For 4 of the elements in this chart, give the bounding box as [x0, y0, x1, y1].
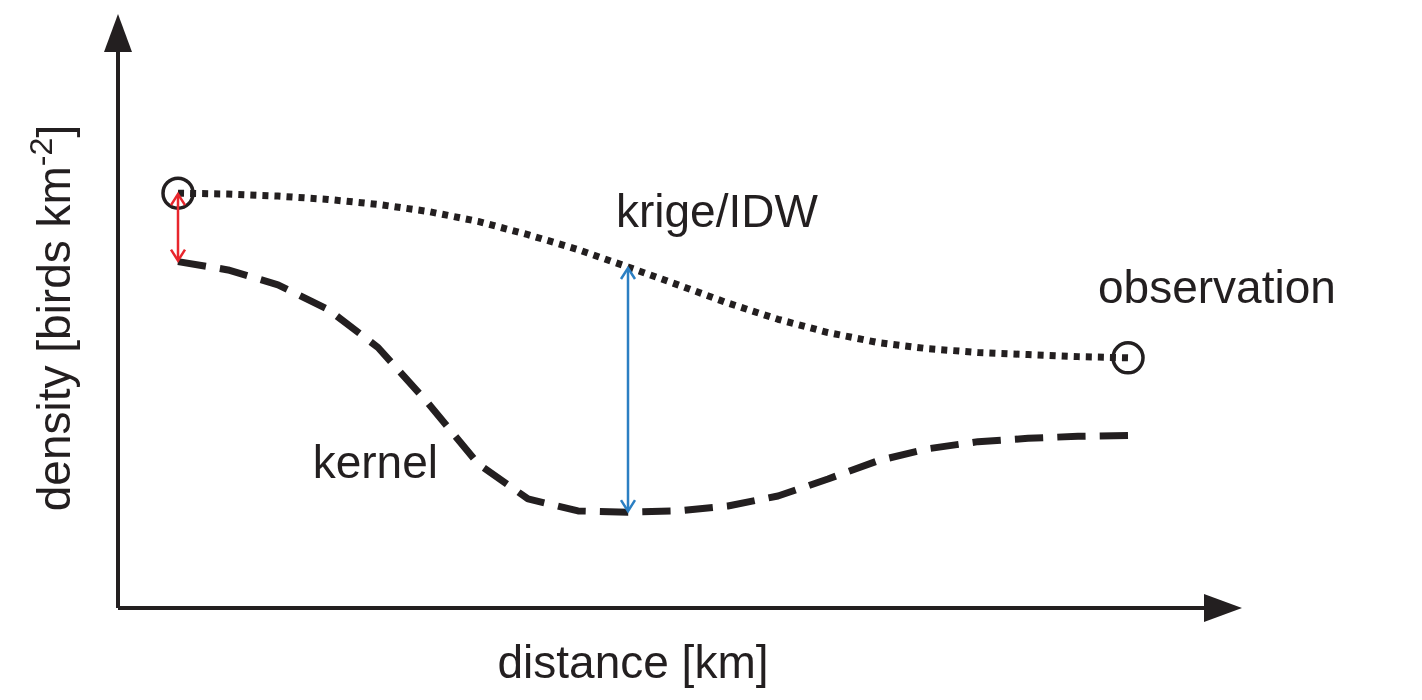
series-label: krige/IDW [616, 185, 819, 238]
x-axis-title: distance [km] [497, 636, 769, 688]
annotation: observation [1098, 260, 1336, 313]
series-label: kernel [312, 436, 438, 489]
